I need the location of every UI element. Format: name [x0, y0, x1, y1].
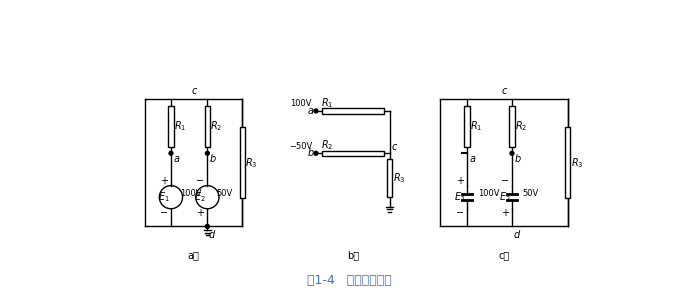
Bar: [322, 108, 384, 114]
Text: −: −: [501, 176, 509, 186]
Circle shape: [314, 151, 318, 155]
Circle shape: [169, 151, 173, 155]
Text: 50V: 50V: [216, 189, 233, 198]
Text: $R_1$: $R_1$: [470, 119, 482, 133]
Text: b: b: [514, 154, 521, 164]
Text: $R_3$: $R_3$: [571, 156, 584, 170]
Circle shape: [314, 109, 318, 113]
Text: a: a: [308, 106, 313, 116]
Bar: [565, 127, 570, 198]
Circle shape: [205, 151, 209, 155]
Text: c）: c）: [498, 250, 510, 260]
Text: c: c: [501, 86, 507, 96]
Text: 图1-4   电位与参考点: 图1-4 电位与参考点: [306, 274, 392, 287]
Text: 100V: 100V: [478, 189, 499, 198]
Text: +: +: [160, 176, 168, 186]
Bar: [239, 127, 245, 198]
Text: $E_2$: $E_2$: [498, 190, 510, 204]
Text: b）: b）: [347, 250, 359, 260]
Bar: [322, 151, 384, 156]
Text: c: c: [392, 142, 397, 152]
Bar: [205, 106, 210, 147]
Bar: [387, 159, 392, 197]
Text: $E_1$: $E_1$: [454, 190, 466, 204]
Text: b: b: [209, 154, 216, 164]
Text: $R_3$: $R_3$: [392, 172, 405, 185]
Text: $R_1$: $R_1$: [320, 96, 333, 110]
Text: d: d: [209, 230, 215, 239]
Text: 100V: 100V: [290, 99, 312, 108]
Text: a: a: [173, 154, 179, 164]
Text: +: +: [196, 208, 205, 218]
Text: −50V: −50V: [289, 142, 312, 151]
Text: −: −: [160, 208, 168, 218]
Text: a: a: [469, 154, 475, 164]
Text: $R_3$: $R_3$: [246, 156, 258, 170]
Bar: [168, 106, 174, 147]
Text: +: +: [501, 208, 509, 218]
Text: d: d: [514, 230, 520, 239]
Text: −: −: [196, 176, 205, 186]
Text: a）: a）: [188, 250, 200, 260]
Text: $E_2$: $E_2$: [194, 190, 206, 204]
Circle shape: [510, 151, 514, 155]
Text: b: b: [307, 148, 313, 158]
Text: c: c: [191, 86, 197, 96]
Bar: [464, 106, 470, 147]
Text: $E_1$: $E_1$: [158, 190, 170, 204]
Text: +: +: [456, 176, 464, 186]
Text: 50V: 50V: [523, 189, 539, 198]
Text: −: −: [456, 208, 464, 218]
Bar: [510, 106, 514, 147]
Circle shape: [205, 224, 209, 228]
Text: 100V: 100V: [180, 189, 202, 198]
Text: $R_2$: $R_2$: [211, 119, 223, 133]
Text: $R_2$: $R_2$: [320, 139, 333, 153]
Text: $R_1$: $R_1$: [174, 119, 186, 133]
Text: $R_2$: $R_2$: [515, 119, 528, 133]
